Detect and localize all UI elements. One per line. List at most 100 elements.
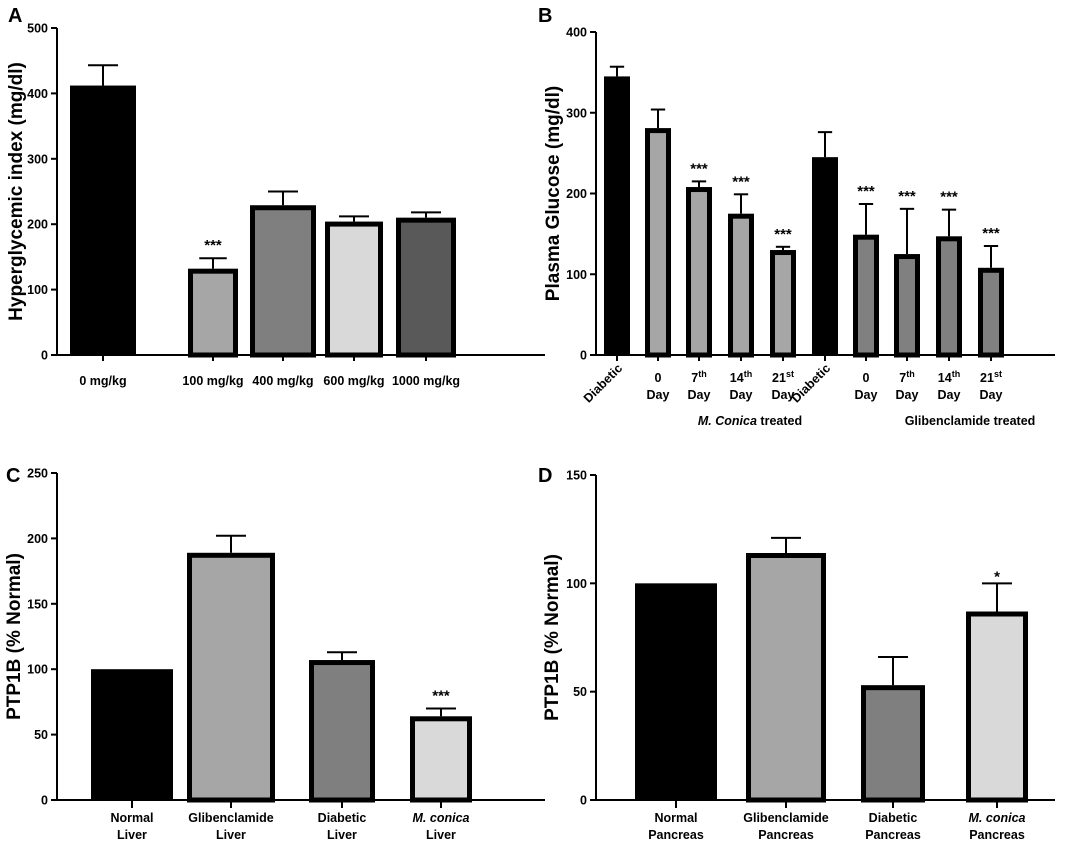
significance-label: * xyxy=(994,568,1000,585)
bar xyxy=(686,187,712,358)
bar xyxy=(770,250,796,358)
y-tick-label: 200 xyxy=(27,532,48,546)
x-tick-label: M. conica xyxy=(413,811,470,825)
bar xyxy=(325,221,383,358)
panel-c: C PTP1B (% Normal) 0 50 100 150 200 250 Normal Li… xyxy=(4,465,545,842)
bar xyxy=(250,205,316,358)
x-tick-label: Pancreas xyxy=(758,828,814,842)
significance-label: *** xyxy=(204,237,222,254)
x-tick-label: Day xyxy=(855,388,878,402)
y-tick-label: 50 xyxy=(573,685,587,699)
y-tick-label: 200 xyxy=(27,218,48,232)
x-tick-label: Diabetic xyxy=(581,361,625,405)
x-tick-label: Diabetic xyxy=(869,811,918,825)
y-tick-label: 300 xyxy=(566,106,587,120)
x-tick-label: Glibenclamide xyxy=(188,811,273,825)
panel-d: D PTP1B (% Normal) 0 50 100 150 Normal Pancreas… xyxy=(538,465,1055,842)
bar xyxy=(728,213,754,358)
x-tick-label: Day xyxy=(980,388,1003,402)
y-tick-label: 300 xyxy=(27,152,48,166)
panel-letter: A xyxy=(8,5,22,27)
y-axis-label: Plasma Glucose (mg/dl) xyxy=(543,86,564,301)
significance-label: *** xyxy=(857,183,875,200)
bar xyxy=(861,685,925,803)
bar xyxy=(70,85,136,355)
bar xyxy=(396,217,456,358)
bar xyxy=(635,583,717,800)
panel-a: A Hyperglycemic index (mg/dl) 0 100 200 300 40… xyxy=(6,5,545,388)
y-tick-label: 200 xyxy=(566,187,587,201)
x-tick-label: 14th xyxy=(730,369,752,385)
y-tick-label: 100 xyxy=(27,283,48,297)
x-tick-label: Day xyxy=(647,388,670,402)
significance-label: *** xyxy=(774,226,792,243)
x-tick-label: 7th xyxy=(691,369,706,385)
bar xyxy=(410,716,472,803)
bar xyxy=(853,234,879,358)
bar xyxy=(812,157,838,355)
bar xyxy=(645,128,671,358)
y-axis-label: PTP1B (% Normal) xyxy=(542,554,563,721)
bar xyxy=(604,76,630,355)
x-tick-label: 0 xyxy=(655,371,662,385)
panel-letter: B xyxy=(538,5,552,27)
x-tick-label: Pancreas xyxy=(969,828,1025,842)
significance-label: *** xyxy=(690,160,708,177)
x-tick-label: 0 mg/kg xyxy=(79,374,126,388)
significance-label: *** xyxy=(432,687,450,704)
x-tick-label: Liver xyxy=(327,828,357,842)
x-tick-label: Diabetic xyxy=(318,811,367,825)
x-tick-label: 1000 mg/kg xyxy=(392,374,460,388)
y-tick-label: 100 xyxy=(566,268,587,282)
x-tick-label: Liver xyxy=(426,828,456,842)
panel-b: B Plasma Glucose (mg/dl) 0 100 200 300 400 Diab… xyxy=(538,5,1055,428)
x-tick-label: 600 mg/kg xyxy=(323,374,384,388)
group-label: M. Conica treated xyxy=(698,414,802,428)
bar xyxy=(91,669,173,800)
y-tick-label: 400 xyxy=(566,26,587,40)
bar xyxy=(936,236,962,358)
x-tick-label: Day xyxy=(688,388,711,402)
y-tick-label: 0 xyxy=(580,794,587,808)
x-tick-label: Pancreas xyxy=(865,828,921,842)
x-tick-label: 21st xyxy=(772,369,794,385)
bar xyxy=(894,254,920,358)
panel-letter: C xyxy=(6,465,20,487)
x-tick-label: Glibenclamide xyxy=(743,811,828,825)
bar xyxy=(966,611,1028,803)
x-tick-label: Day xyxy=(772,388,795,402)
significance-label: *** xyxy=(732,173,750,190)
x-tick-label: 0 xyxy=(863,371,870,385)
bar xyxy=(309,660,375,803)
x-tick-label: 21st xyxy=(980,369,1002,385)
x-tick-label: Liver xyxy=(216,828,246,842)
y-tick-label: 50 xyxy=(34,728,48,742)
x-tick-label: 100 mg/kg xyxy=(182,374,243,388)
y-tick-label: 0 xyxy=(41,794,48,808)
y-tick-label: 100 xyxy=(566,577,587,591)
y-tick-label: 150 xyxy=(27,597,48,611)
significance-label: *** xyxy=(940,189,958,206)
y-tick-label: 0 xyxy=(580,349,587,363)
x-tick-label: Normal xyxy=(654,811,697,825)
bar xyxy=(978,267,1004,358)
y-tick-label: 150 xyxy=(566,469,587,483)
x-tick-label: Pancreas xyxy=(648,828,704,842)
x-tick-label: Day xyxy=(938,388,961,402)
panel-letter: D xyxy=(538,465,552,487)
y-tick-label: 0 xyxy=(41,349,48,363)
group-label: Glibenclamide treated xyxy=(905,414,1036,428)
y-tick-label: 400 xyxy=(27,87,48,101)
bar xyxy=(187,552,275,803)
y-axis-label: PTP1B (% Normal) xyxy=(4,553,25,720)
y-tick-label: 250 xyxy=(27,467,48,481)
x-tick-label: Day xyxy=(896,388,919,402)
x-tick-label: Normal xyxy=(110,811,153,825)
significance-label: *** xyxy=(982,225,1000,242)
y-tick-label: 100 xyxy=(27,663,48,677)
x-tick-label: M. conica xyxy=(969,811,1026,825)
y-tick-label: 500 xyxy=(27,22,48,36)
bar xyxy=(188,268,238,358)
x-tick-label: Day xyxy=(730,388,753,402)
